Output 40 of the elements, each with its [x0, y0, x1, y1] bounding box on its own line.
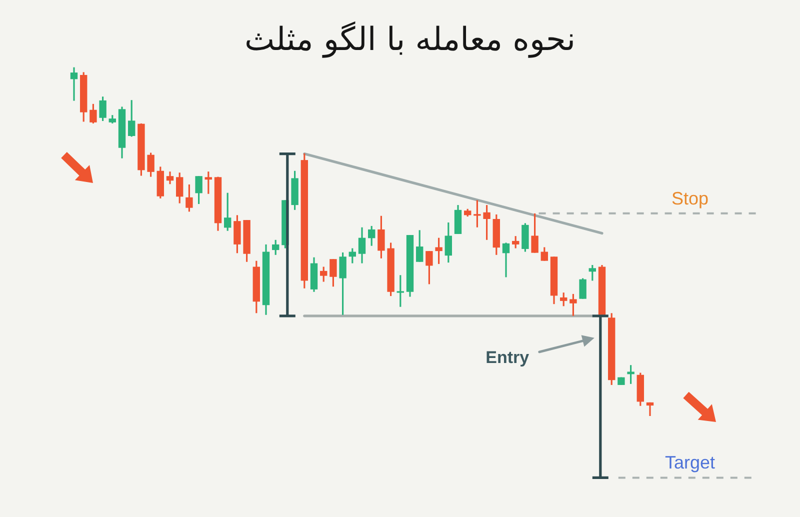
candlestick — [339, 252, 346, 316]
candlestick — [320, 266, 328, 283]
candlestick — [502, 242, 510, 278]
candlestick — [579, 277, 586, 300]
candlestick — [560, 292, 568, 307]
candlestick — [378, 215, 385, 260]
candlestick — [272, 239, 280, 256]
candlestick — [588, 264, 596, 282]
candlestick — [570, 293, 577, 317]
candlestick — [531, 212, 538, 254]
ref-line-label: Stop — [671, 188, 709, 208]
candlestick — [368, 225, 376, 247]
candlestick — [234, 214, 241, 254]
candlestick — [204, 170, 212, 195]
candlestick — [416, 229, 424, 263]
candlestick — [176, 172, 184, 204]
candlestick — [444, 222, 452, 264]
candlestick — [99, 96, 106, 122]
candlestick — [330, 258, 337, 288]
candlestick — [358, 226, 366, 264]
candlestick — [195, 175, 202, 205]
candlestick — [435, 237, 442, 265]
candlestick — [70, 66, 78, 102]
candlestick — [540, 246, 548, 262]
candlestick — [90, 103, 97, 124]
candlestick — [512, 235, 520, 250]
ref-line-label: Target — [664, 452, 716, 473]
candlestick — [166, 170, 174, 185]
candlestick — [224, 192, 232, 232]
chart-title: نحوه معامله با الگو مثلث — [244, 20, 576, 58]
candlestick — [147, 152, 154, 178]
candlestick — [186, 184, 193, 212]
candlestick — [483, 204, 490, 241]
candlestick — [426, 250, 433, 285]
candlestick — [627, 364, 634, 385]
candlestick — [474, 199, 481, 228]
candlestick — [396, 274, 404, 308]
candlestick — [128, 99, 136, 138]
candlestick — [646, 402, 654, 417]
annotation: Entry — [486, 348, 530, 367]
